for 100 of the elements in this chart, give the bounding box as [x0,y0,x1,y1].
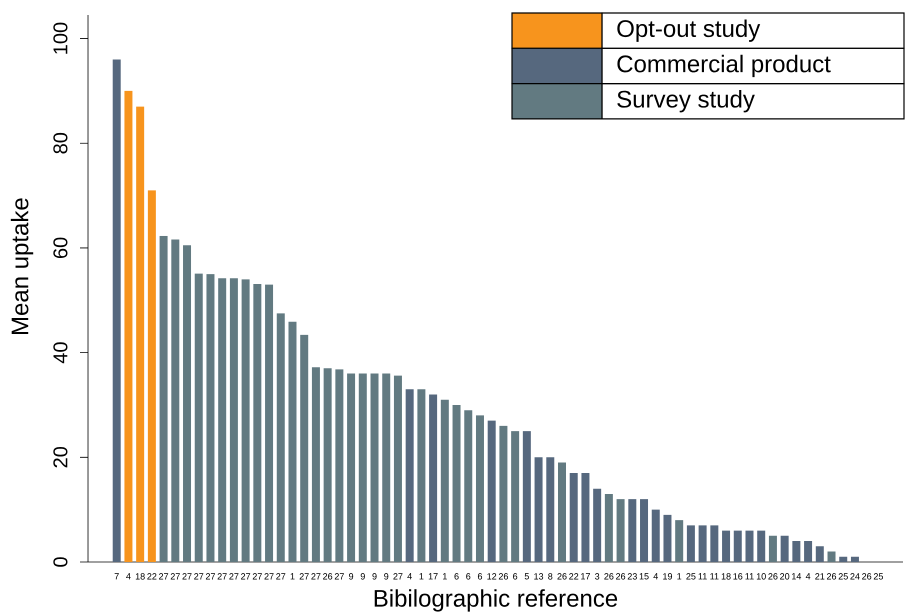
bar [698,525,707,562]
x-tick-label: 17 [581,573,590,580]
x-tick-label: 27 [229,573,238,580]
bar [558,462,566,562]
x-tick-label: 26 [557,573,567,580]
bar [312,367,320,562]
x-tick-label: 27 [300,573,309,580]
y-tick-label: 20 [53,446,68,468]
bar [429,394,438,562]
bar [194,274,203,562]
x-tick-label: 27 [206,573,216,580]
bar [417,389,426,562]
bar [124,90,132,562]
x-tick-label: 27 [264,573,274,580]
x-tick-label: 1 [677,573,682,580]
x-tick-label: 11 [710,573,719,580]
x-tick-label: 27 [276,573,286,580]
x-tick-label: 6 [478,573,482,580]
legend-label: Survey study [617,90,755,112]
x-tick-label: 27 [159,573,168,580]
y-tick-label: 40 [53,342,68,364]
bar [112,59,121,562]
bar [628,499,636,562]
x-tick-label: 26 [323,573,332,580]
bar [253,284,262,562]
x-tick-label: 1 [290,573,295,580]
bar [722,530,730,562]
bar [370,374,379,562]
bar [276,313,285,562]
bar [440,400,449,562]
x-axis-title: Bibilographic reference [374,589,618,612]
bar [511,431,520,562]
x-tick-label: 26 [862,573,872,580]
bar [780,536,789,562]
x-tick-label: 19 [663,573,672,580]
bar [604,494,613,562]
bar [171,240,180,562]
x-tick-label: 3 [595,573,600,580]
x-tick-label: 4 [126,573,131,580]
x-tick-label: 1 [443,573,447,580]
x-tick-label: 9 [372,573,377,580]
x-tick-label: 22 [569,573,578,580]
x-tick-label: 9 [384,573,388,580]
bar [242,279,250,562]
x-tick-label: 22 [147,573,156,580]
x-tick-label: 26 [768,573,778,580]
bar [136,106,144,562]
x-tick-label: 26 [498,573,508,580]
bar [570,473,578,562]
bar [581,473,590,562]
bar [394,376,402,562]
bar [593,488,602,562]
x-tick-label: 17 [428,573,438,580]
x-tick-label: 9 [360,573,365,580]
bar [300,334,308,562]
x-tick-label: 18 [722,573,731,580]
bar [616,499,625,562]
bar [218,278,226,562]
x-tick-label: 25 [838,573,848,580]
y-tick-label: 0 [53,557,68,567]
x-tick-label: 27 [311,573,320,580]
bar [675,520,684,562]
x-tick-label: 4 [407,573,412,580]
bar [452,404,461,562]
bar [230,278,238,562]
bar [488,420,496,562]
x-tick-label: 5 [524,573,529,580]
bar [663,514,672,562]
bar [652,510,660,562]
x-tick-label: 8 [548,573,552,580]
bar [288,322,296,562]
x-tick-label: 14 [792,573,802,580]
x-tick-label: 27 [393,573,402,580]
bar [160,236,168,562]
x-tick-label: 10 [756,573,766,580]
bar [464,410,472,562]
bar [206,274,214,562]
bar [828,552,836,562]
bar [406,389,414,562]
x-tick-label: 6 [513,573,518,580]
legend-label: Opt-out study [617,19,760,42]
bar [757,530,766,562]
bar [382,374,390,562]
bar [358,374,367,562]
bar [686,525,695,562]
x-tick-label: 16 [733,573,742,580]
x-tick-label: 27 [194,573,204,580]
x-tick-label: 11 [746,573,754,580]
bar [804,541,812,562]
x-tick-label: 12 [487,573,496,580]
bar [546,457,554,562]
x-tick-label: 25 [874,573,884,580]
bar [265,284,274,562]
bar [816,546,824,562]
x-tick-label: 23 [628,573,637,580]
x-tick-label: 25 [686,573,696,580]
x-tick-label: 27 [170,573,180,580]
y-tick-label: 60 [53,238,68,258]
x-tick-label: 13 [534,573,544,580]
bar [476,415,484,562]
